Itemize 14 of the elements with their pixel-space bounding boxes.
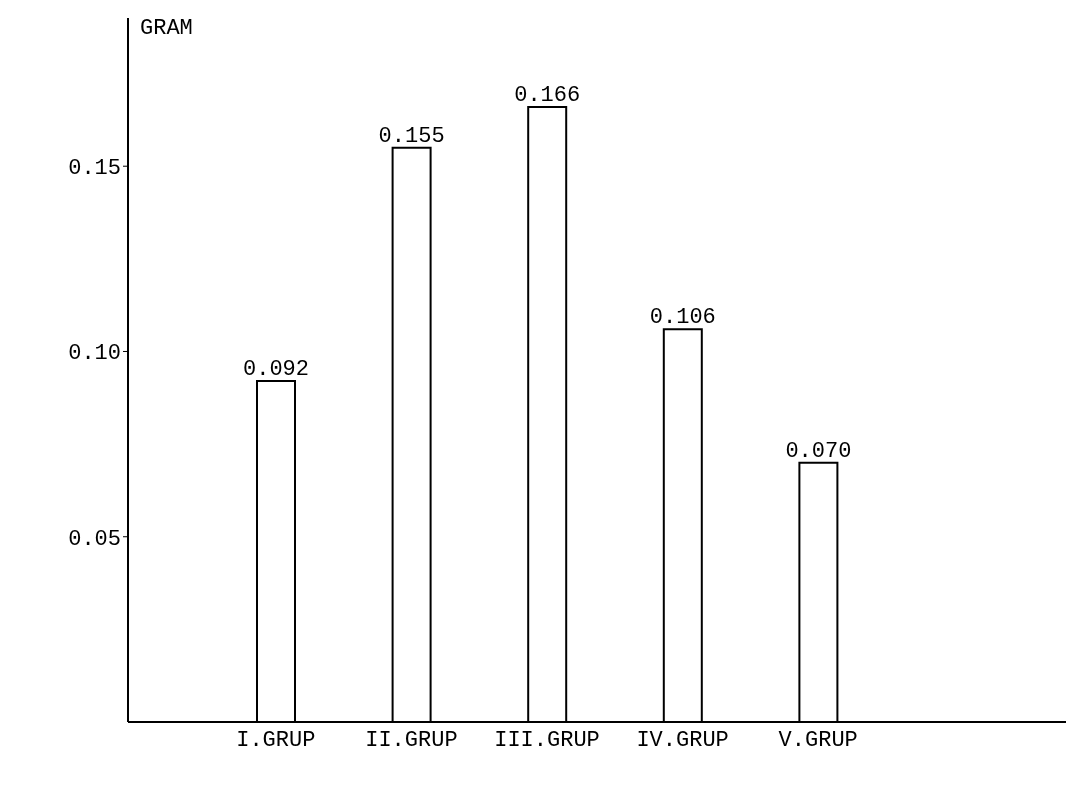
x-tick-label: V.GRUP — [778, 727, 858, 753]
y-axis-title: GRAM — [140, 16, 193, 41]
data-label: 0.155 — [378, 123, 445, 149]
data-label: 0.092 — [242, 357, 310, 383]
x-tick-label: IV.GRUP — [636, 727, 729, 753]
x-tick-label: II.GRUP — [365, 727, 458, 753]
y-tick-label: 0.10 — [68, 341, 121, 367]
data-label: 0.166 — [514, 82, 581, 108]
data-label: 0.070 — [785, 438, 852, 464]
y-tick-label: 0.15 — [68, 156, 121, 182]
x-tick-label: I.GRUP — [236, 727, 316, 753]
data-label: 0.106 — [649, 305, 716, 331]
x-tick-label: III.GRUP — [494, 727, 600, 753]
y-tick-label: 0.05 — [68, 526, 121, 552]
